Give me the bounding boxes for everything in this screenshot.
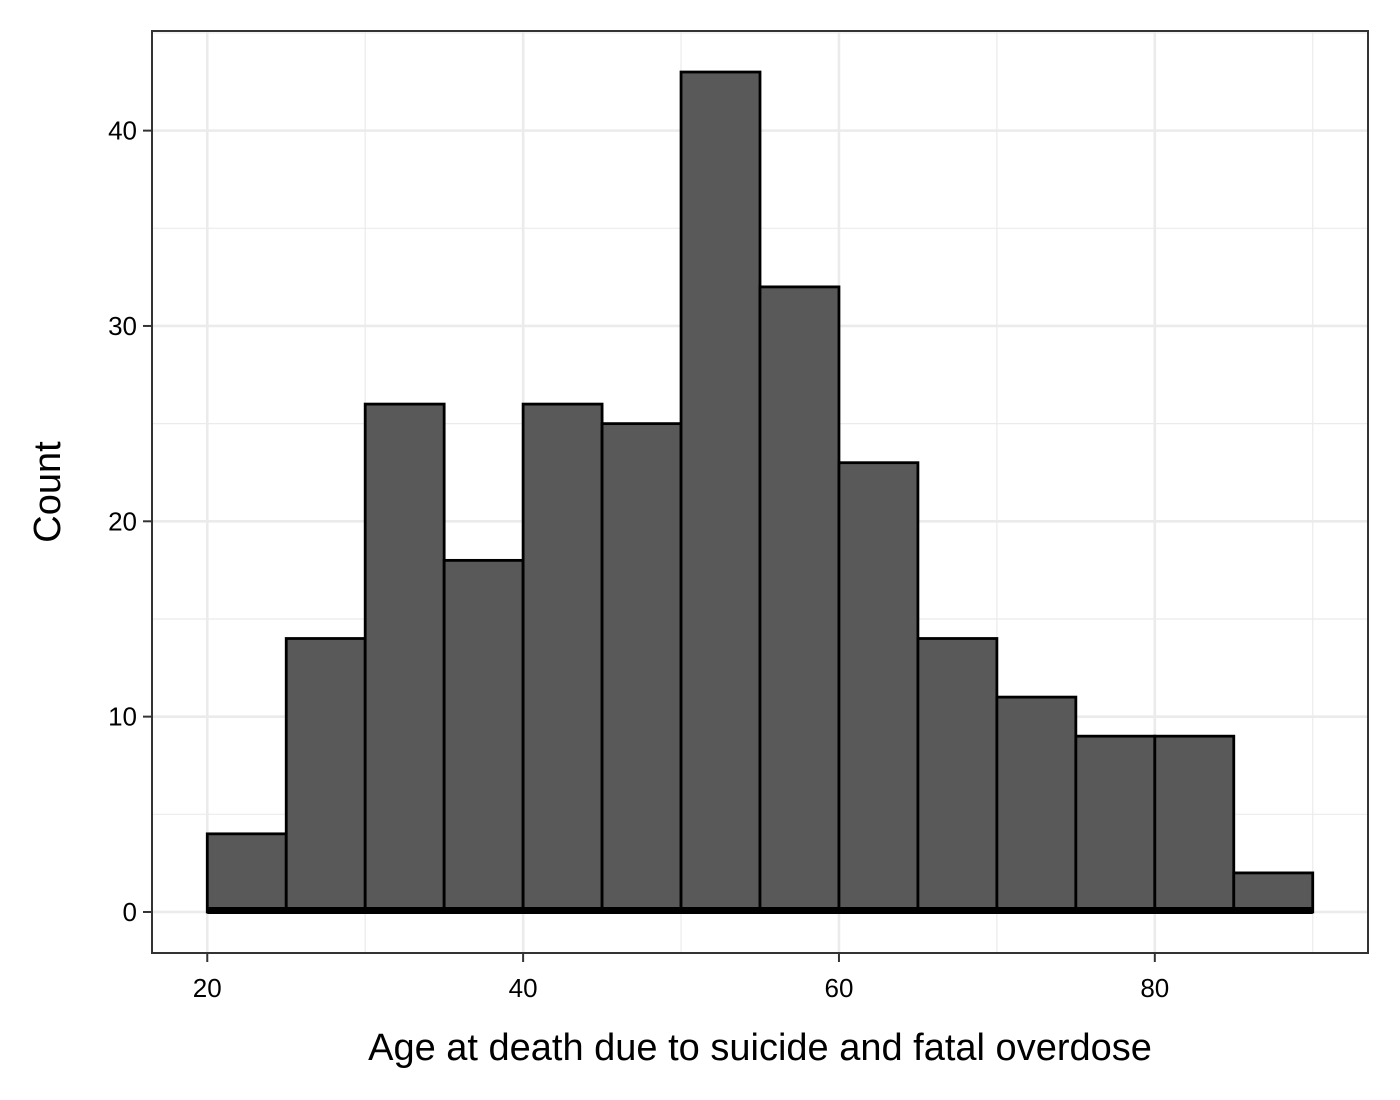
- histogram-bar: [758, 285, 841, 914]
- histogram-bar: [1153, 734, 1236, 914]
- histogram-bar: [284, 637, 367, 914]
- x-tick-label: 40: [509, 973, 538, 1003]
- histogram-bar: [1074, 734, 1157, 914]
- panel-border: [151, 30, 1369, 954]
- histogram-bar: [995, 695, 1078, 914]
- y-tick-label: 10: [108, 702, 137, 732]
- histogram-bar: [363, 402, 446, 914]
- histogram-bar: [1232, 871, 1315, 914]
- histogram-bar: [837, 461, 920, 914]
- histogram-bar: [205, 832, 288, 914]
- histogram-bar: [600, 422, 683, 914]
- x-tick-label: 80: [1140, 973, 1169, 1003]
- y-axis-title: Count: [27, 441, 69, 543]
- y-tick-label: 20: [108, 506, 137, 536]
- x-tick-label: 20: [193, 973, 222, 1003]
- histogram-bar: [916, 637, 999, 914]
- y-axis-ticks: 0 10 20 30 40: [108, 116, 152, 927]
- y-tick-label: 30: [108, 311, 137, 341]
- histogram-bar: [442, 558, 525, 914]
- histogram-bars: [205, 70, 1315, 914]
- y-tick-label: 40: [108, 116, 137, 146]
- x-tick-label: 60: [825, 973, 854, 1003]
- y-tick-label: 0: [123, 897, 137, 927]
- histogram-bar: [521, 402, 604, 914]
- x-axis-ticks: 20 40 60 80: [193, 953, 1169, 1003]
- histogram-bar: [679, 70, 762, 914]
- x-axis-title: Age at death due to suicide and fatal ov…: [368, 1027, 1152, 1069]
